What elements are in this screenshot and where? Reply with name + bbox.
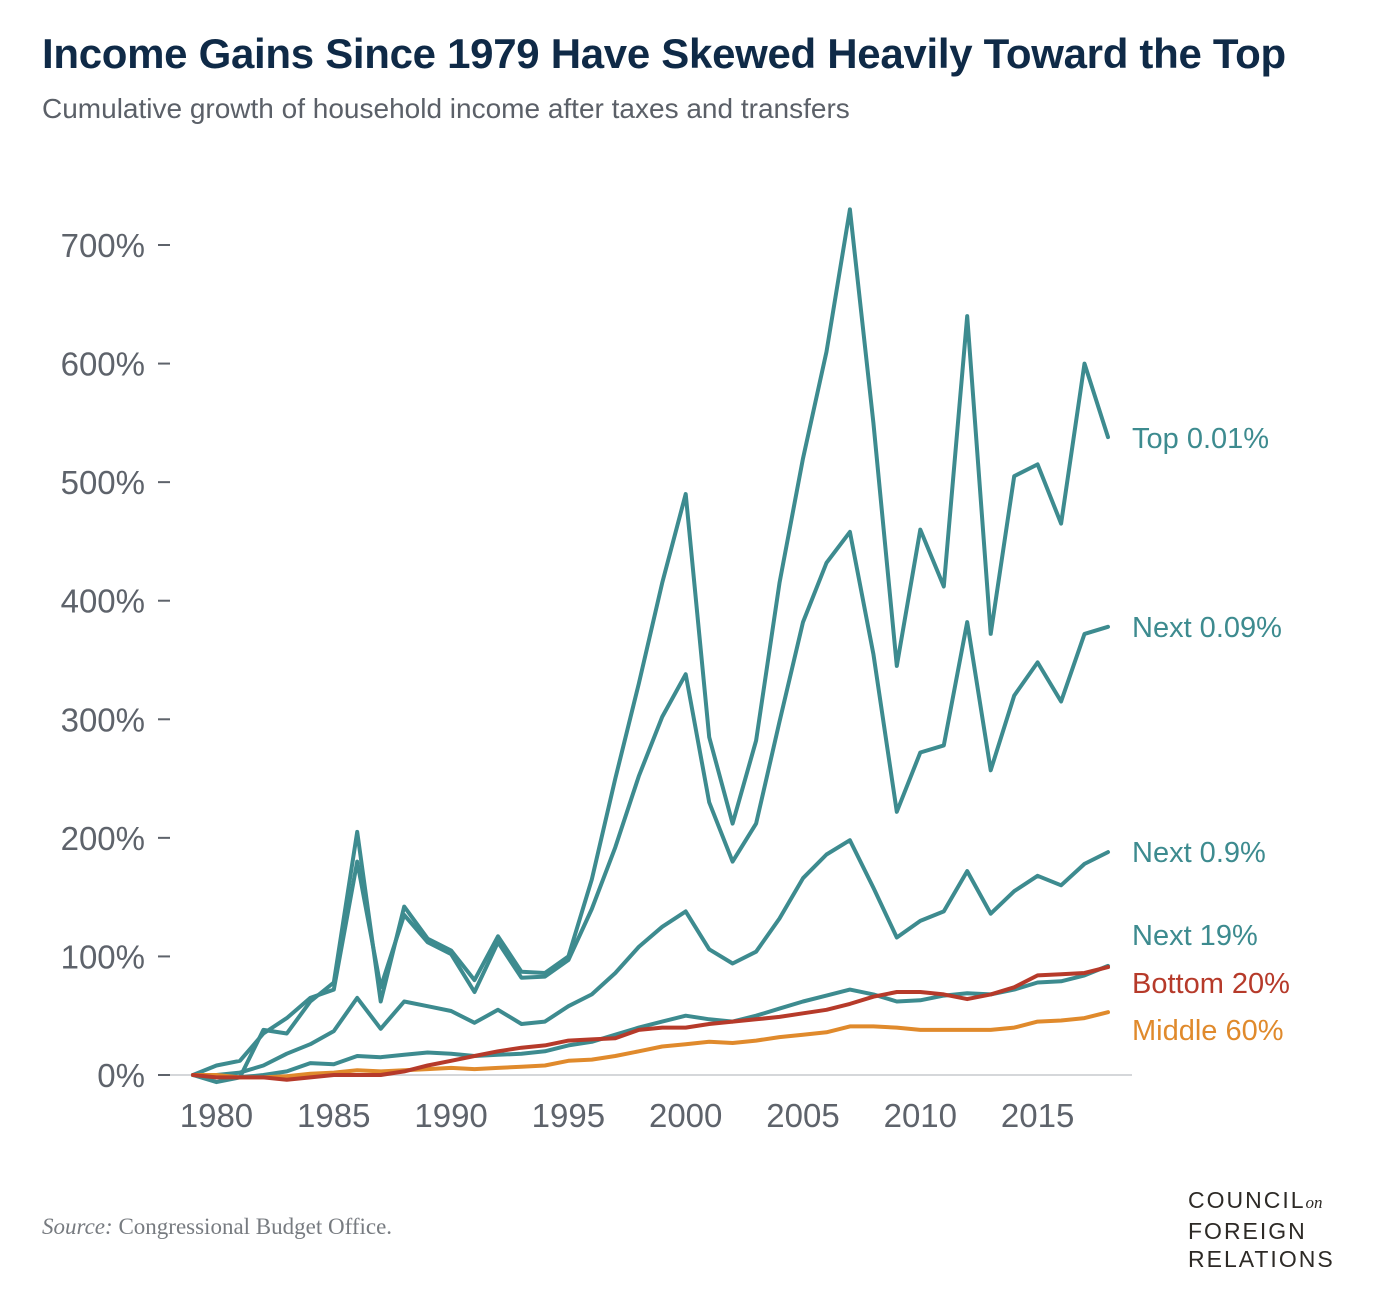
source-prefix: Source: — [42, 1214, 113, 1239]
y-tick-label: 600% — [61, 346, 145, 383]
series-label-next-0-09-: Next 0.09% — [1132, 612, 1282, 644]
series-line-next-19- — [191, 963, 1110, 1080]
y-tick-label: 700% — [61, 227, 145, 264]
logo-line-council: COUNCIL — [1188, 1187, 1306, 1213]
chart-series-lines — [191, 207, 1110, 1085]
y-tick-label: 300% — [61, 701, 145, 738]
series-label-middle-60-: Middle 60% — [1132, 1015, 1284, 1047]
x-tick-label: 1985 — [297, 1097, 370, 1134]
series-line-top-0-01- — [191, 207, 1110, 1085]
series-label-top-0-01-: Top 0.01% — [1132, 423, 1269, 455]
series-line-next-0-9- — [191, 838, 1110, 1077]
y-tick-label: 500% — [61, 464, 145, 501]
series-line-bottom-20- — [191, 965, 1110, 1082]
series-label-next-19-: Next 19% — [1132, 920, 1258, 952]
series-label-next-0-9-: Next 0.9% — [1132, 837, 1266, 869]
cfr-logo: COUNCILon FOREIGN RELATIONS — [1188, 1186, 1335, 1273]
logo-line-relations: RELATIONS — [1188, 1246, 1335, 1272]
x-tick-label: 2005 — [766, 1097, 839, 1134]
x-tick-label: 1990 — [414, 1097, 487, 1134]
y-tick-label: 100% — [61, 938, 145, 975]
series-label-bottom-20-: Bottom 20% — [1132, 968, 1290, 1000]
chart-axes: 0% 100% 200% 300% 400% 500% 600% 700% 1980 1985 19… — [61, 227, 1132, 1134]
x-tick-label: 1980 — [180, 1097, 253, 1134]
y-tick-label: 0% — [97, 1057, 145, 1094]
chart-subtitle: Cumulative growth of household income af… — [42, 93, 850, 124]
logo-line-foreign: FOREIGN — [1188, 1218, 1307, 1244]
series-line-next-0-09- — [191, 529, 1110, 1077]
logo-on: on — [1305, 1193, 1323, 1212]
y-tick-label: 200% — [61, 820, 145, 857]
x-tick-label: 2000 — [649, 1097, 722, 1134]
source-note: Source: Congressional Budget Office. — [42, 1214, 392, 1240]
x-tick-label: 2015 — [1001, 1097, 1074, 1134]
x-tick-label: 2010 — [884, 1097, 957, 1134]
x-tick-label: 1995 — [532, 1097, 605, 1134]
y-tick-label: 400% — [61, 583, 145, 620]
chart-series-labels: Top 0.01% Next 0.09% Next 0.9% Next 19% Bott… — [1132, 423, 1290, 1047]
chart-title: Income Gains Since 1979 Have Skewed Heav… — [42, 30, 1286, 77]
series-line-middle-60- — [191, 1010, 1110, 1080]
source-text: Congressional Budget Office. — [112, 1214, 393, 1239]
